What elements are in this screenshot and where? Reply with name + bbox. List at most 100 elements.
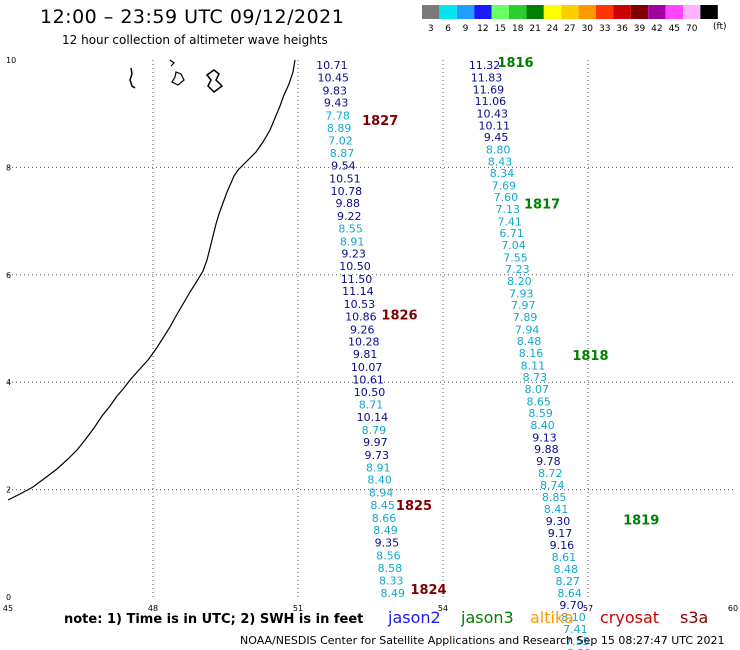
island-path-3	[205, 69, 224, 93]
wave-height-value: 9.81	[353, 348, 378, 361]
pass-time-label: 1818	[572, 349, 608, 364]
wave-height-value: 7.02	[328, 134, 353, 147]
wave-height-value: 8.21	[567, 647, 592, 650]
wave-height-value: 10.28	[348, 336, 380, 349]
satellite-jason3: jason3	[461, 608, 514, 627]
legend-label: 70	[686, 24, 698, 34]
x-tick-label: 60	[728, 604, 738, 613]
y-tick-label: 0	[6, 593, 11, 602]
wave-height-value: 7.55	[503, 251, 528, 264]
pass-time-label: 1817	[524, 198, 560, 213]
y-tick-label: 2	[6, 486, 11, 495]
wave-height-value: 8.61	[552, 551, 577, 564]
chart-subtitle: 12 hour collection of altimeter wave hei…	[62, 33, 328, 47]
wave-height-value: 8.11	[521, 359, 546, 372]
wave-height-value: 11.32	[469, 59, 501, 72]
wave-height-value: 9.88	[336, 197, 361, 210]
wave-height-value: 8.49	[373, 524, 398, 537]
wave-height-value: 7.13	[496, 203, 521, 216]
y-tick-label: 10	[6, 56, 16, 65]
wave-height-value: 8.80	[486, 143, 511, 156]
credit-line: NOAA/NESDIS Center for Satellite Applica…	[240, 634, 725, 647]
pass-time-label: 1825	[396, 499, 432, 514]
legend-label: 24	[547, 24, 559, 34]
satellite-cryosat: cryosat	[600, 608, 660, 627]
legend-label: 30	[582, 24, 594, 34]
wave-height-value: 8.58	[378, 562, 403, 575]
y-tick-label: 6	[6, 271, 11, 280]
pass-time-labels: 1827 1826 1825 1824 1816 1817 1818 1819	[362, 56, 659, 598]
wave-height-value: 9.23	[341, 248, 366, 261]
wave-height-value: 8.56	[376, 549, 401, 562]
wave-height-value: 7.69	[492, 179, 517, 192]
wave-height-value: 8.33	[379, 575, 404, 588]
wave-height-value: 7.60	[494, 191, 519, 204]
wave-height-value: 10.45	[318, 71, 350, 84]
legend-label: 6	[445, 24, 451, 34]
wave-height-value: 11.06	[475, 95, 507, 108]
wave-height-value: 8.59	[528, 407, 553, 420]
island-path-1	[129, 67, 136, 89]
x-tick-label: 57	[583, 604, 593, 613]
wave-height-value: 8.40	[367, 474, 392, 487]
legend-label: 33	[599, 24, 610, 34]
wave-height-value: 9.30	[546, 515, 571, 528]
wave-height-value: 8.64	[557, 587, 582, 600]
legend-swatch	[422, 5, 440, 19]
wave-height-value: 10.86	[345, 310, 377, 323]
wave-height-value: 9.78	[536, 455, 561, 468]
wave-height-value: 7.93	[509, 287, 534, 300]
y-tick-label: 8	[6, 163, 11, 172]
wave-height-value: 8.40	[530, 419, 555, 432]
wave-height-value: 7.41	[497, 215, 522, 228]
satellite-jason2: jason2	[388, 608, 441, 627]
wave-height-value: 8.41	[544, 503, 569, 516]
wave-height-value: 8.91	[340, 235, 365, 248]
wave-height-value: 8.89	[327, 122, 352, 135]
wave-height-value: 11.50	[341, 273, 373, 286]
wave-height-value: 8.45	[370, 499, 395, 512]
wave-height-value: 8.65	[526, 395, 551, 408]
wave-height-value: 10.71	[316, 59, 348, 72]
wave-height-value: 10.61	[352, 373, 384, 386]
pass-time-label: 1827	[362, 114, 398, 129]
wave-height-value: 8.10	[561, 611, 586, 624]
wave-height-value: 8.34	[490, 167, 515, 180]
y-tick-label: 4	[6, 378, 11, 387]
wave-height-value: 9.16	[550, 539, 575, 552]
wave-height-value: 8.55	[338, 222, 363, 235]
legend-swatch	[561, 5, 579, 19]
wave-height-value: 8.48	[517, 335, 542, 348]
wave-height-value: 8.94	[369, 487, 394, 500]
wave-height-value: 9.17	[548, 527, 573, 540]
pass-time-label: 1816	[497, 56, 533, 71]
legend-unit: (ft)	[713, 22, 727, 32]
wave-height-value: 8.27	[555, 575, 580, 588]
legend-swatch	[700, 5, 718, 19]
wave-height-value: 8.16	[519, 347, 544, 360]
wave-height-labels: 10.7110.459.839.437.788.897.028.879.5410…	[316, 59, 592, 650]
wave-height-value: 8.74	[540, 479, 565, 492]
wave-height-value: 9.43	[324, 97, 349, 110]
legend-swatch	[578, 5, 596, 19]
wave-height-value: 9.88	[534, 443, 559, 456]
wave-height-value: 7.97	[511, 299, 536, 312]
legend-swatch	[509, 5, 527, 19]
legend-label: 9	[463, 24, 469, 34]
x-tick-label: 54	[438, 604, 448, 613]
chart-title: 12:00 – 23:59 UTC 09/12/2021	[40, 6, 345, 28]
wave-height-value: 9.83	[322, 84, 347, 97]
x-tick-label: 48	[148, 604, 158, 613]
wave-height-value: 8.49	[380, 587, 405, 600]
wave-height-value: 10.53	[344, 298, 376, 311]
legend-swatch	[474, 5, 492, 19]
legend-swatch	[630, 5, 649, 19]
wave-height-value: 8.87	[330, 147, 355, 160]
wave-height-value: 7.94	[515, 323, 540, 336]
legend-swatch	[613, 5, 631, 19]
wave-height-value: 8.85	[542, 491, 567, 504]
wave-height-value: 9.45	[484, 131, 509, 144]
coastline-path	[7, 59, 296, 501]
wave-height-value: 8.48	[554, 563, 579, 576]
x-tick-label: 45	[3, 604, 13, 613]
